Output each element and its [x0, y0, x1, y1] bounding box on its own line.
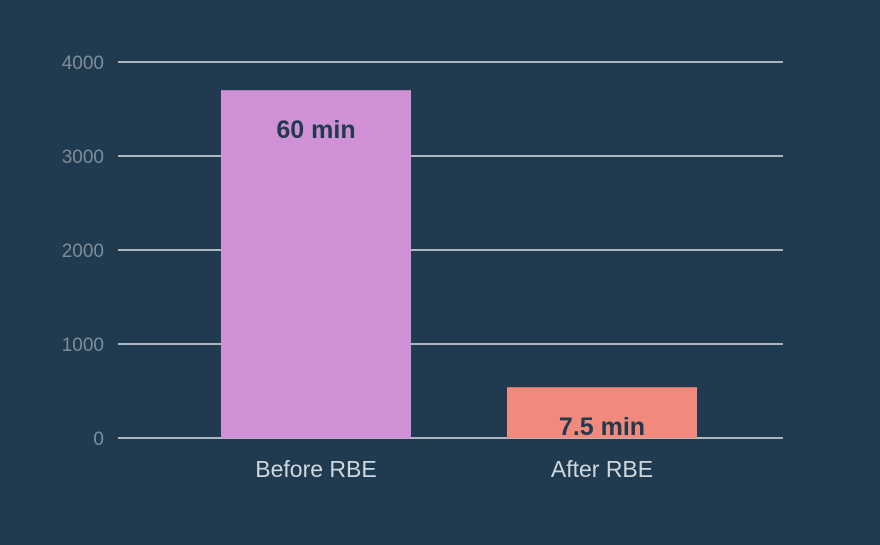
bar-data-label: 7.5 min: [559, 413, 645, 441]
x-category-label: After RBE: [551, 456, 653, 482]
y-tick-label: 1000: [62, 335, 104, 356]
label-layer: 0 1000 2000 3000 4000 60 min Before RBE 7.5 min…: [62, 53, 653, 482]
bar-data-label: 60 min: [276, 116, 355, 144]
grid-layer: [118, 61, 783, 439]
x-category-label: Before RBE: [255, 456, 376, 482]
bar-layer: [221, 90, 697, 438]
bar-after-rbe: [507, 387, 697, 438]
y-tick-label: 0: [93, 429, 104, 450]
y-tick-label: 2000: [62, 241, 104, 262]
y-tick-label: 4000: [62, 53, 104, 74]
y-tick-label: 3000: [62, 147, 104, 168]
bar-before-rbe: [221, 90, 411, 438]
